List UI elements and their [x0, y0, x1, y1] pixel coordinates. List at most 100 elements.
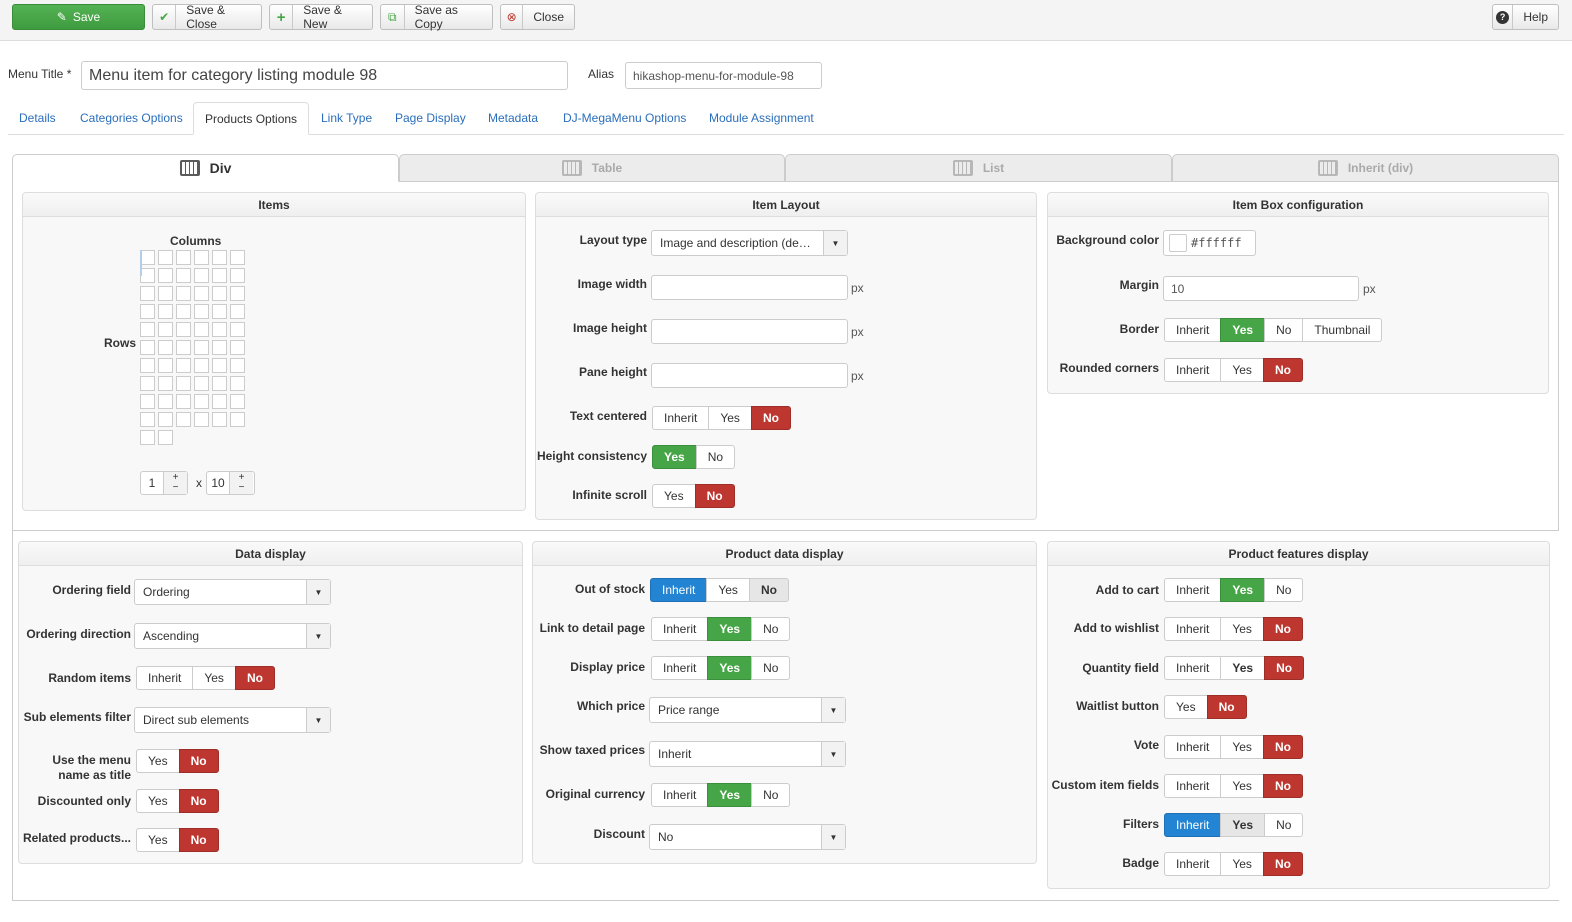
filters-no[interactable]: No: [1264, 813, 1304, 837]
badge-yes[interactable]: Yes: [1220, 852, 1264, 876]
grid-cell[interactable]: [212, 376, 227, 391]
columns-stepper-buttons[interactable]: + −: [163, 472, 187, 494]
custom-fields-yes[interactable]: Yes: [1220, 774, 1264, 798]
tab-products-options[interactable]: Products Options: [193, 102, 310, 135]
tab-dj-megamenu-options[interactable]: DJ-MegaMenu Options: [563, 111, 687, 125]
ordering-field-select[interactable]: Ordering ▼: [134, 579, 331, 605]
grid-cell[interactable]: [194, 412, 209, 427]
grid-cell[interactable]: [194, 394, 209, 409]
badge-no[interactable]: No: [1262, 852, 1303, 876]
related-products-toggle[interactable]: Yes No: [136, 828, 219, 852]
save-copy-button[interactable]: ⧉ Save as Copy: [380, 3, 493, 31]
grid-cell[interactable]: [140, 358, 155, 373]
items-grid[interactable]: [140, 250, 245, 445]
rounded-corners-toggle[interactable]: Inherit Yes No: [1164, 358, 1303, 382]
quantity-field-yes[interactable]: Yes: [1220, 656, 1266, 680]
tab-metadata[interactable]: Metadata: [488, 111, 539, 125]
grid-cell[interactable]: [230, 358, 245, 373]
infinite-scroll-toggle[interactable]: Yes No: [652, 484, 735, 508]
border-toggle[interactable]: Inherit Yes No Thumbnail: [1164, 318, 1383, 342]
waitlist-yes[interactable]: Yes: [1164, 695, 1208, 719]
add-to-cart-inherit[interactable]: Inherit: [1164, 578, 1222, 602]
grid-cell[interactable]: [230, 268, 245, 283]
grid-cell[interactable]: [140, 322, 155, 337]
grid-cell[interactable]: [140, 268, 155, 283]
grid-cell[interactable]: [158, 394, 173, 409]
save-close-button[interactable]: ✔ Save & Close: [152, 3, 262, 31]
layout-tab-list[interactable]: List: [785, 154, 1172, 182]
menu-name-no[interactable]: No: [178, 749, 219, 773]
tab-link-type[interactable]: Link Type: [321, 111, 373, 125]
grid-cell[interactable]: [176, 358, 191, 373]
random-items-yes[interactable]: Yes: [192, 666, 236, 690]
grid-cell[interactable]: [140, 286, 155, 301]
border-yes[interactable]: Yes: [1220, 318, 1266, 342]
orig-currency-yes[interactable]: Yes: [707, 783, 753, 807]
add-to-wishlist-toggle[interactable]: Inherit Yes No: [1164, 617, 1303, 641]
grid-cell[interactable]: [140, 304, 155, 319]
rows-stepper-buttons[interactable]: + −: [229, 472, 253, 494]
border-thumbnail[interactable]: Thumbnail: [1302, 318, 1383, 342]
badge-toggle[interactable]: Inherit Yes No: [1164, 852, 1303, 876]
help-button[interactable]: ? Help: [1492, 4, 1559, 30]
grid-cell[interactable]: [158, 268, 173, 283]
grid-cell[interactable]: [212, 268, 227, 283]
grid-cell[interactable]: [230, 340, 245, 355]
grid-cell[interactable]: [158, 322, 173, 337]
vote-no[interactable]: No: [1262, 735, 1303, 759]
add-to-cart-no[interactable]: No: [1264, 578, 1304, 602]
add-to-cart-yes[interactable]: Yes: [1220, 578, 1266, 602]
custom-fields-inherit[interactable]: Inherit: [1164, 774, 1222, 798]
out-of-stock-yes[interactable]: Yes: [706, 578, 750, 602]
height-consistency-no[interactable]: No: [695, 445, 736, 469]
show-taxed-prices-select[interactable]: Inherit ▼: [649, 741, 846, 767]
grid-cell[interactable]: [176, 268, 191, 283]
waitlist-no[interactable]: No: [1206, 695, 1247, 719]
grid-cell[interactable]: [230, 394, 245, 409]
layout-tab-inherit[interactable]: Inherit (div): [1172, 154, 1559, 182]
text-centered-toggle[interactable]: Inherit Yes No: [652, 406, 791, 430]
grid-cell[interactable]: [176, 376, 191, 391]
add-to-wishlist-inherit[interactable]: Inherit: [1164, 617, 1222, 641]
save-button[interactable]: ✎ Save: [12, 4, 145, 30]
menu-title-input[interactable]: Menu item for category listing module 98: [81, 61, 568, 90]
text-centered-no[interactable]: No: [750, 406, 791, 430]
random-items-toggle[interactable]: Inherit Yes No: [136, 666, 275, 690]
random-items-inherit[interactable]: Inherit: [136, 666, 194, 690]
grid-cell[interactable]: [176, 412, 191, 427]
discounted-only-yes[interactable]: Yes: [136, 789, 180, 813]
sub-elements-filter-select[interactable]: Direct sub elements ▼: [134, 707, 331, 733]
text-centered-yes[interactable]: Yes: [708, 406, 752, 430]
grid-cell[interactable]: [158, 286, 173, 301]
grid-cell[interactable]: [194, 358, 209, 373]
rows-spinner[interactable]: 10 + −: [206, 471, 255, 495]
grid-cell[interactable]: [176, 340, 191, 355]
rounded-yes[interactable]: Yes: [1220, 358, 1264, 382]
grid-cell[interactable]: [212, 412, 227, 427]
quantity-field-inherit[interactable]: Inherit: [1164, 656, 1222, 680]
menu-name-yes[interactable]: Yes: [136, 749, 180, 773]
text-centered-inherit[interactable]: Inherit: [652, 406, 710, 430]
quantity-field-toggle[interactable]: Inherit Yes No: [1164, 656, 1305, 680]
rounded-no[interactable]: No: [1262, 358, 1303, 382]
orig-currency-inherit[interactable]: Inherit: [651, 783, 709, 807]
filters-inherit[interactable]: Inherit: [1164, 813, 1222, 837]
out-of-stock-no[interactable]: No: [748, 578, 789, 602]
badge-inherit[interactable]: Inherit: [1164, 852, 1222, 876]
layout-tab-table[interactable]: Table: [399, 154, 785, 182]
grid-cell[interactable]: [194, 322, 209, 337]
orig-currency-no[interactable]: No: [751, 783, 791, 807]
grid-cell[interactable]: [176, 394, 191, 409]
random-items-no[interactable]: No: [234, 666, 275, 690]
grid-cell[interactable]: [158, 430, 173, 445]
rounded-inherit[interactable]: Inherit: [1164, 358, 1222, 382]
color-swatch[interactable]: [1169, 234, 1187, 252]
add-to-wishlist-yes[interactable]: Yes: [1220, 617, 1264, 641]
background-color-picker[interactable]: #ffffff: [1163, 230, 1256, 256]
add-to-wishlist-no[interactable]: No: [1262, 617, 1303, 641]
image-width-input[interactable]: [651, 275, 848, 300]
grid-cell[interactable]: [194, 286, 209, 301]
grid-cell[interactable]: [140, 412, 155, 427]
grid-cell[interactable]: [212, 286, 227, 301]
original-currency-toggle[interactable]: Inherit Yes No: [651, 783, 791, 807]
